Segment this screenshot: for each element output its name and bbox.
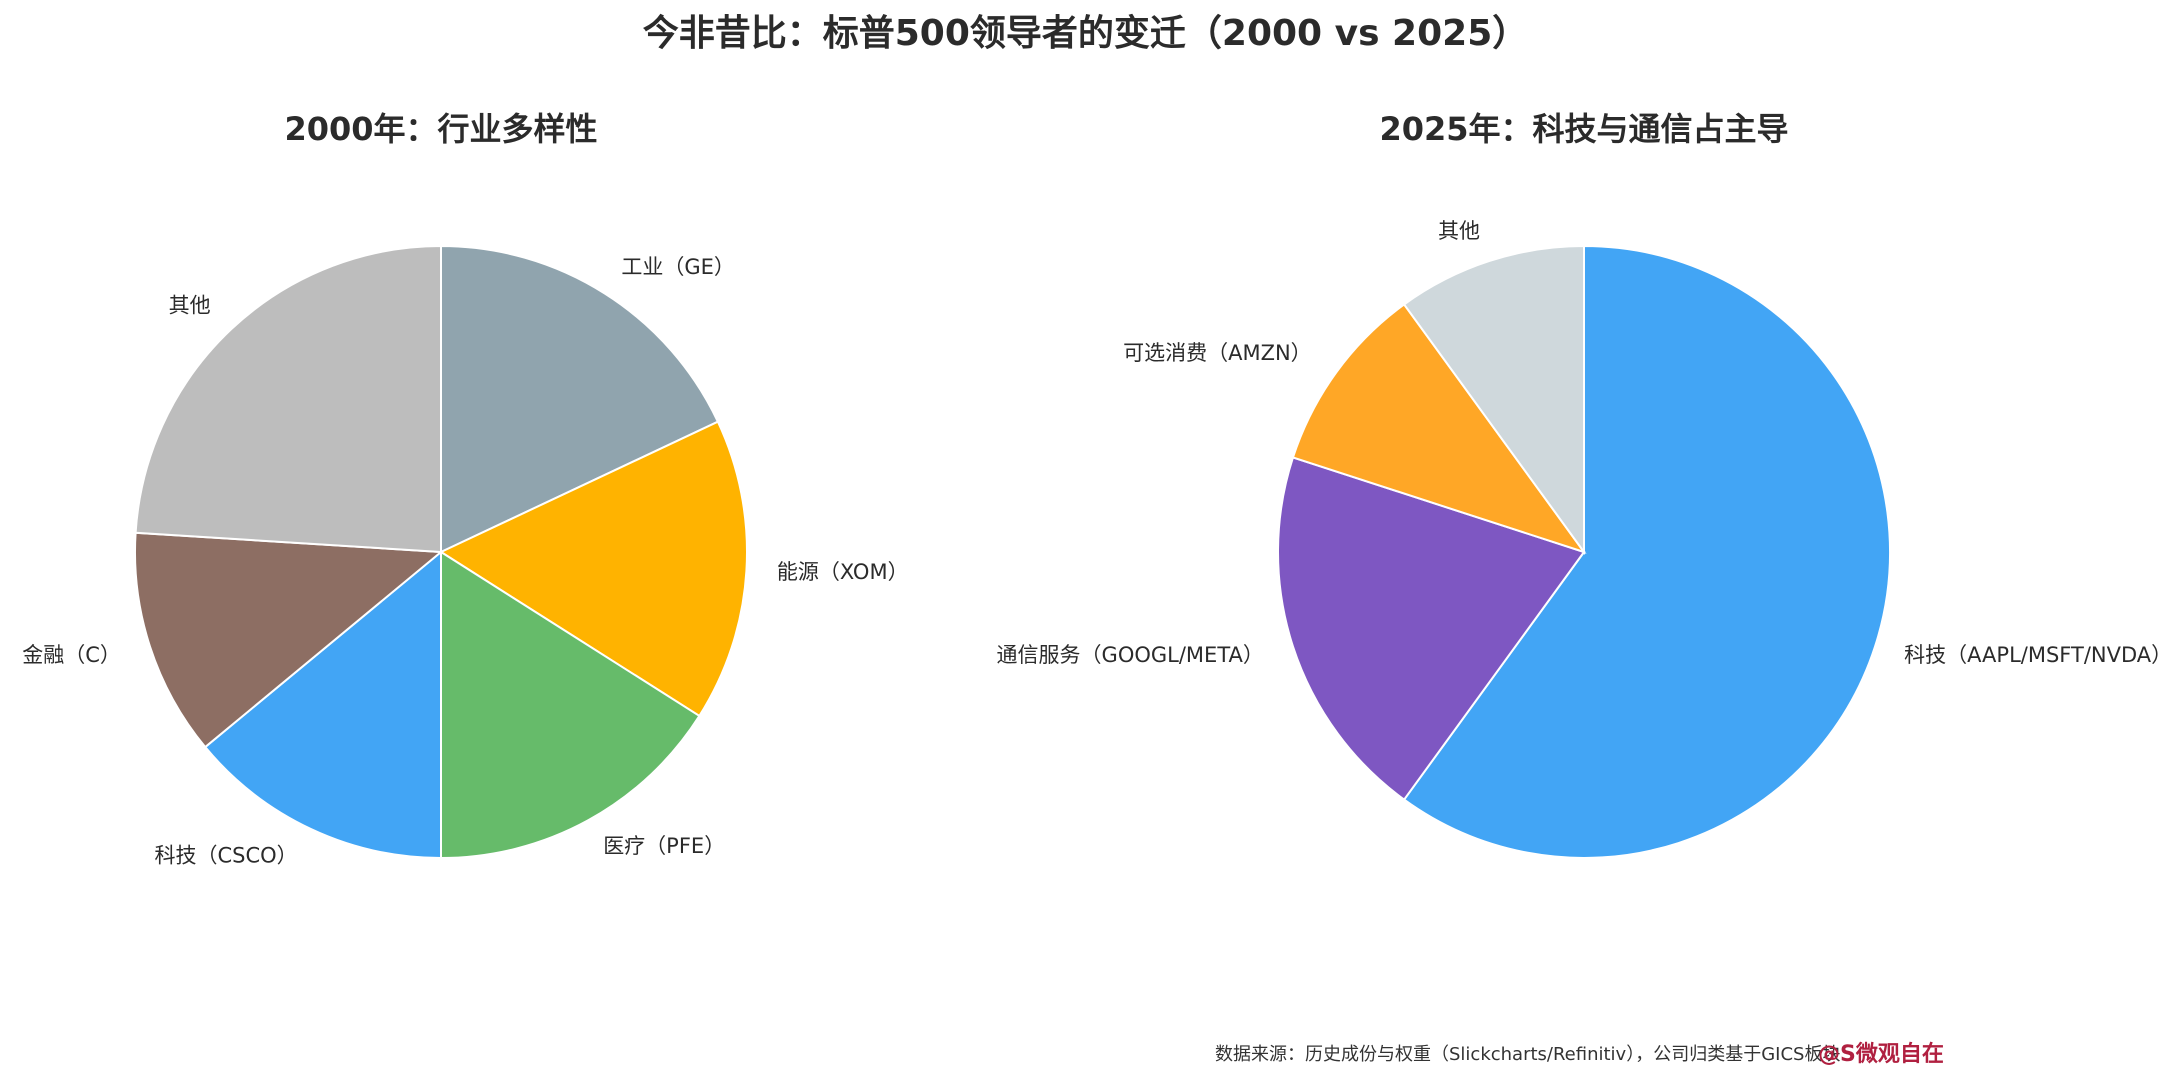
- pie-slices-2025: [1277, 244, 1891, 859]
- pie-slices-2000: [134, 244, 748, 860]
- pie-labels-2025: 科技（AAPL/MSFT/NVDA） 通信服务（GOOGL/META） 可选消费（A…: [997, 219, 2171, 667]
- pie-slice: [438, 420, 748, 718]
- pie-slice: [440, 550, 701, 860]
- pie-chart-2025: 2025年：科技与通信占主导 科技（AAPL/MSFT/NVDA） 通信服务（GO…: [997, 110, 2171, 859]
- pie-slice: [1277, 456, 1586, 801]
- page-title: 今非昔比：标普500领导者的变迁（2000 vs 2025）: [642, 13, 1529, 54]
- slice-label: 医疗（PFE）: [603, 834, 725, 858]
- pie-slice: [1402, 244, 1891, 859]
- slice-label: 金融（C）: [22, 643, 121, 667]
- pie-slice: [1402, 244, 1585, 556]
- slice-label: 其他: [1438, 219, 1480, 243]
- slice-label: 可选消费（AMZN）: [1123, 341, 1312, 365]
- data-source-footnote: 数据来源：历史成份与权重（Slickcharts/Refinitiv），公司归类…: [1215, 1044, 1841, 1065]
- pie-labels-2000: 工业（GE） 能源（XOM） 医疗（PFE） 科技（CSCO） 金融（C） 其他: [22, 255, 908, 868]
- pie-slice: [203, 549, 442, 860]
- slice-label: 能源（XOM）: [777, 560, 909, 584]
- slice-label: 通信服务（GOOGL/META）: [997, 643, 1264, 667]
- pie-slice: [440, 244, 720, 554]
- pie-slice: [134, 531, 444, 749]
- pie-chart-2000: 2000年：行业多样性 工业（GE） 能源（XOM） 医疗（PFE） 科技（CSCO）…: [22, 110, 908, 868]
- chart-title-2025: 2025年：科技与通信占主导: [1379, 110, 1788, 148]
- slice-label: 工业（GE）: [621, 255, 735, 279]
- watermark: @S微观自在: [1818, 1042, 1944, 1067]
- pie-slice: [1291, 303, 1587, 554]
- pie-slice: [134, 244, 442, 554]
- chart-title-2000: 2000年：行业多样性: [284, 110, 597, 148]
- slice-label: 其他: [169, 294, 211, 318]
- slice-label: 科技（AAPL/MSFT/NVDA）: [1904, 643, 2171, 667]
- slice-label: 科技（CSCO）: [155, 844, 298, 868]
